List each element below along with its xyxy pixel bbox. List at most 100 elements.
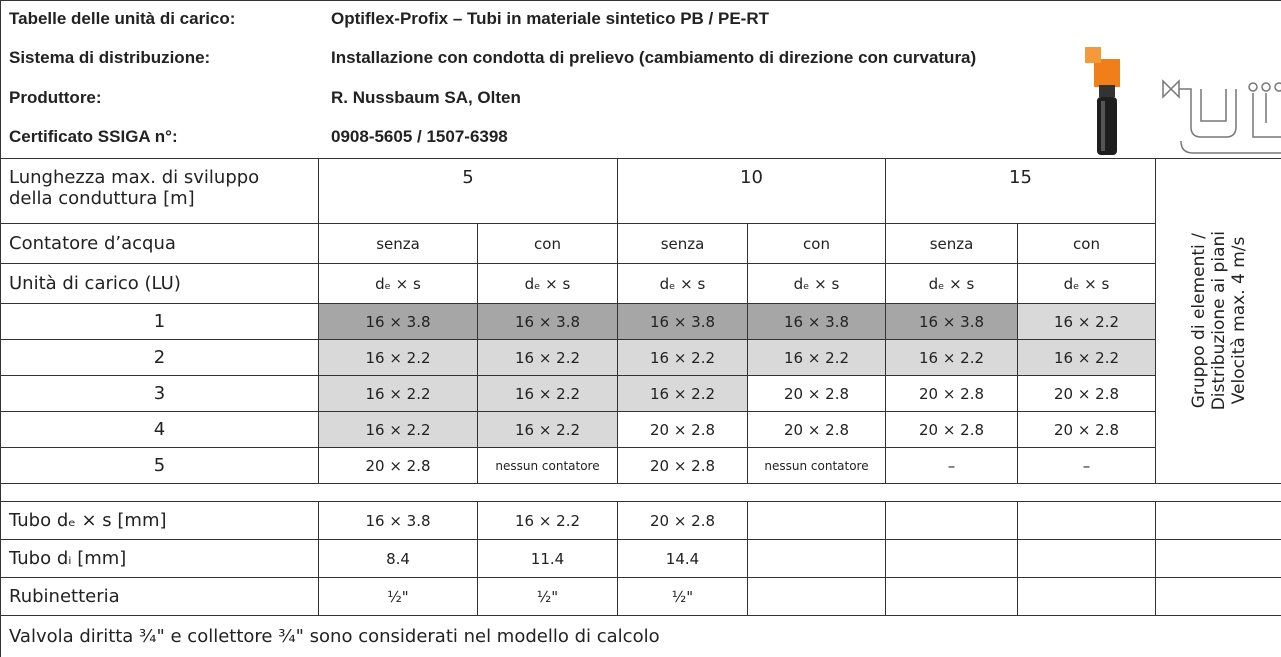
pipe-size: 20 × 2.8 xyxy=(886,412,1018,448)
length-value: 5 xyxy=(319,159,618,224)
pipe-size: 20 × 2.8 xyxy=(1018,412,1156,448)
pipe-size: 16 × 3.8 xyxy=(319,304,478,340)
pipe-size: 20 × 2.8 xyxy=(886,376,1018,412)
dim-value: dₑ × s xyxy=(886,264,1018,304)
pipe-value xyxy=(1018,578,1156,616)
pipe-value: 8.4 xyxy=(319,540,478,578)
pipe-size: 16 × 3.8 xyxy=(748,304,886,340)
pipe-value xyxy=(748,540,886,578)
pipe-size: 20 × 2.8 xyxy=(618,412,748,448)
pipe-value: 11.4 xyxy=(478,540,618,578)
length-label-line: della conduttura [m] xyxy=(9,188,195,209)
spacer xyxy=(1,484,1281,502)
meter-value: con xyxy=(478,224,618,264)
lu-value: 5 xyxy=(1,448,319,484)
pipe-size: 16 × 3.8 xyxy=(886,304,1018,340)
side-label-line: Distribuzione ai piani xyxy=(1208,231,1229,411)
length-value: 10 xyxy=(618,159,886,224)
pipe-value xyxy=(1156,578,1281,616)
pipe-size: – xyxy=(1018,448,1156,484)
pipe-size: 16 × 2.2 xyxy=(319,376,478,412)
dim-value: dₑ × s xyxy=(1018,264,1156,304)
pipe-size: 16 × 2.2 xyxy=(1018,340,1156,376)
pipe-size: 16 × 2.2 xyxy=(478,376,618,412)
pipe-size: nessun contatore xyxy=(478,448,618,484)
header-row: Produttore: R. Nussbaum SA, Olten xyxy=(1,80,1281,119)
side-label-text: Gruppo di elementi / Distribuzione ai pia… xyxy=(1189,231,1249,410)
pipe-value xyxy=(748,578,886,616)
meter-value: senza xyxy=(886,224,1018,264)
pipe-size: – xyxy=(886,448,1018,484)
lu-value: 2 xyxy=(1,340,319,376)
meter-value: con xyxy=(1018,224,1156,264)
pipe-size: 16 × 2.2 xyxy=(1018,304,1156,340)
pipe-value xyxy=(1156,502,1281,540)
header-label: Produttore: xyxy=(9,88,102,107)
header-divider xyxy=(1,158,1281,159)
pipe-value xyxy=(886,540,1018,578)
pipe-size: nessun contatore xyxy=(748,448,886,484)
pipe-size: 20 × 2.8 xyxy=(1018,376,1156,412)
meter-value: senza xyxy=(319,224,478,264)
product-illustration xyxy=(1085,47,1281,155)
lu-label: Unità di carico (LU) xyxy=(1,264,319,304)
pipe-value xyxy=(1018,502,1156,540)
pipe-size: 16 × 2.2 xyxy=(319,340,478,376)
dim-value: dₑ × s xyxy=(319,264,478,304)
meter-label: Contatore d’acqua xyxy=(1,224,319,264)
pipe-value: 16 × 3.8 xyxy=(319,502,478,540)
header-value: Optiflex-Profix – Tubi in materiale sint… xyxy=(331,9,769,28)
pipe-size: 20 × 2.8 xyxy=(319,448,478,484)
length-value: 15 xyxy=(886,159,1156,224)
pipe-label: Rubinetteria xyxy=(1,578,319,616)
side-label-line: Gruppo di elementi / xyxy=(1188,233,1209,409)
meter-value: senza xyxy=(618,224,748,264)
pipe-value xyxy=(886,578,1018,616)
header-label: Sistema di distribuzione: xyxy=(9,48,211,67)
pipe-value: ½" xyxy=(618,578,748,616)
header-value: R. Nussbaum SA, Olten xyxy=(331,88,521,107)
meter-value: con xyxy=(748,224,886,264)
header-row: Sistema di distribuzione: Installazione c… xyxy=(1,40,1281,79)
header-label: Certificato SSIGA n°: xyxy=(9,127,178,146)
pipe-value: ½" xyxy=(319,578,478,616)
pipe-value: ½" xyxy=(478,578,618,616)
pipe-size: 16 × 2.2 xyxy=(618,340,748,376)
pipe-size: 16 × 3.8 xyxy=(478,304,618,340)
pipe-value: 20 × 2.8 xyxy=(618,502,748,540)
dim-value: dₑ × s xyxy=(748,264,886,304)
lu-value: 3 xyxy=(1,376,319,412)
side-label: Gruppo di elementi / Distribuzione ai pia… xyxy=(1156,159,1281,484)
pipe-size: 16 × 2.2 xyxy=(319,412,478,448)
pipe-size: 16 × 3.8 xyxy=(618,304,748,340)
pipe-label: Tubo dₑ × s [mm] xyxy=(1,502,319,540)
pipe-value xyxy=(748,502,886,540)
pipe-size: 16 × 2.2 xyxy=(478,340,618,376)
pipe-size: 16 × 2.2 xyxy=(618,376,748,412)
pipe-value: 16 × 2.2 xyxy=(478,502,618,540)
pipe-size: 16 × 2.2 xyxy=(748,340,886,376)
pipe-size: 16 × 2.2 xyxy=(886,340,1018,376)
dim-value: dₑ × s xyxy=(618,264,748,304)
length-label: Lunghezza max. di sviluppo della conduttu… xyxy=(1,159,319,224)
pipe-size: 16 × 2.2 xyxy=(478,412,618,448)
length-label-line: Lunghezza max. di sviluppo xyxy=(9,167,260,188)
lu-value: 4 xyxy=(1,412,319,448)
dim-value: dₑ × s xyxy=(478,264,618,304)
side-label-line: Velocità max. 4 m/s xyxy=(1228,237,1249,405)
header-value: 0908-5605 / 1507-6398 xyxy=(331,127,508,146)
pipe-value xyxy=(1156,540,1281,578)
header-label: Tabelle delle unità di carico: xyxy=(9,9,236,28)
header-row: Certificato SSIGA n°: 0908-5605 / 1507-63… xyxy=(1,119,1281,158)
pipe-label: Tubo dᵢ [mm] xyxy=(1,540,319,578)
header-value: Installazione con condotta di prelievo (… xyxy=(331,48,977,67)
pipe-size: 20 × 2.8 xyxy=(748,412,886,448)
pipe-value xyxy=(1018,540,1156,578)
footer-note: Valvola diritta ¾" e collettore ¾" sono … xyxy=(1,616,1281,657)
pipe-value xyxy=(886,502,1018,540)
pipe-size: 20 × 2.8 xyxy=(748,376,886,412)
header-row: Tabelle delle unità di carico: Optiflex-P… xyxy=(1,1,1281,40)
pipe-value: 14.4 xyxy=(618,540,748,578)
lu-value: 1 xyxy=(1,304,319,340)
